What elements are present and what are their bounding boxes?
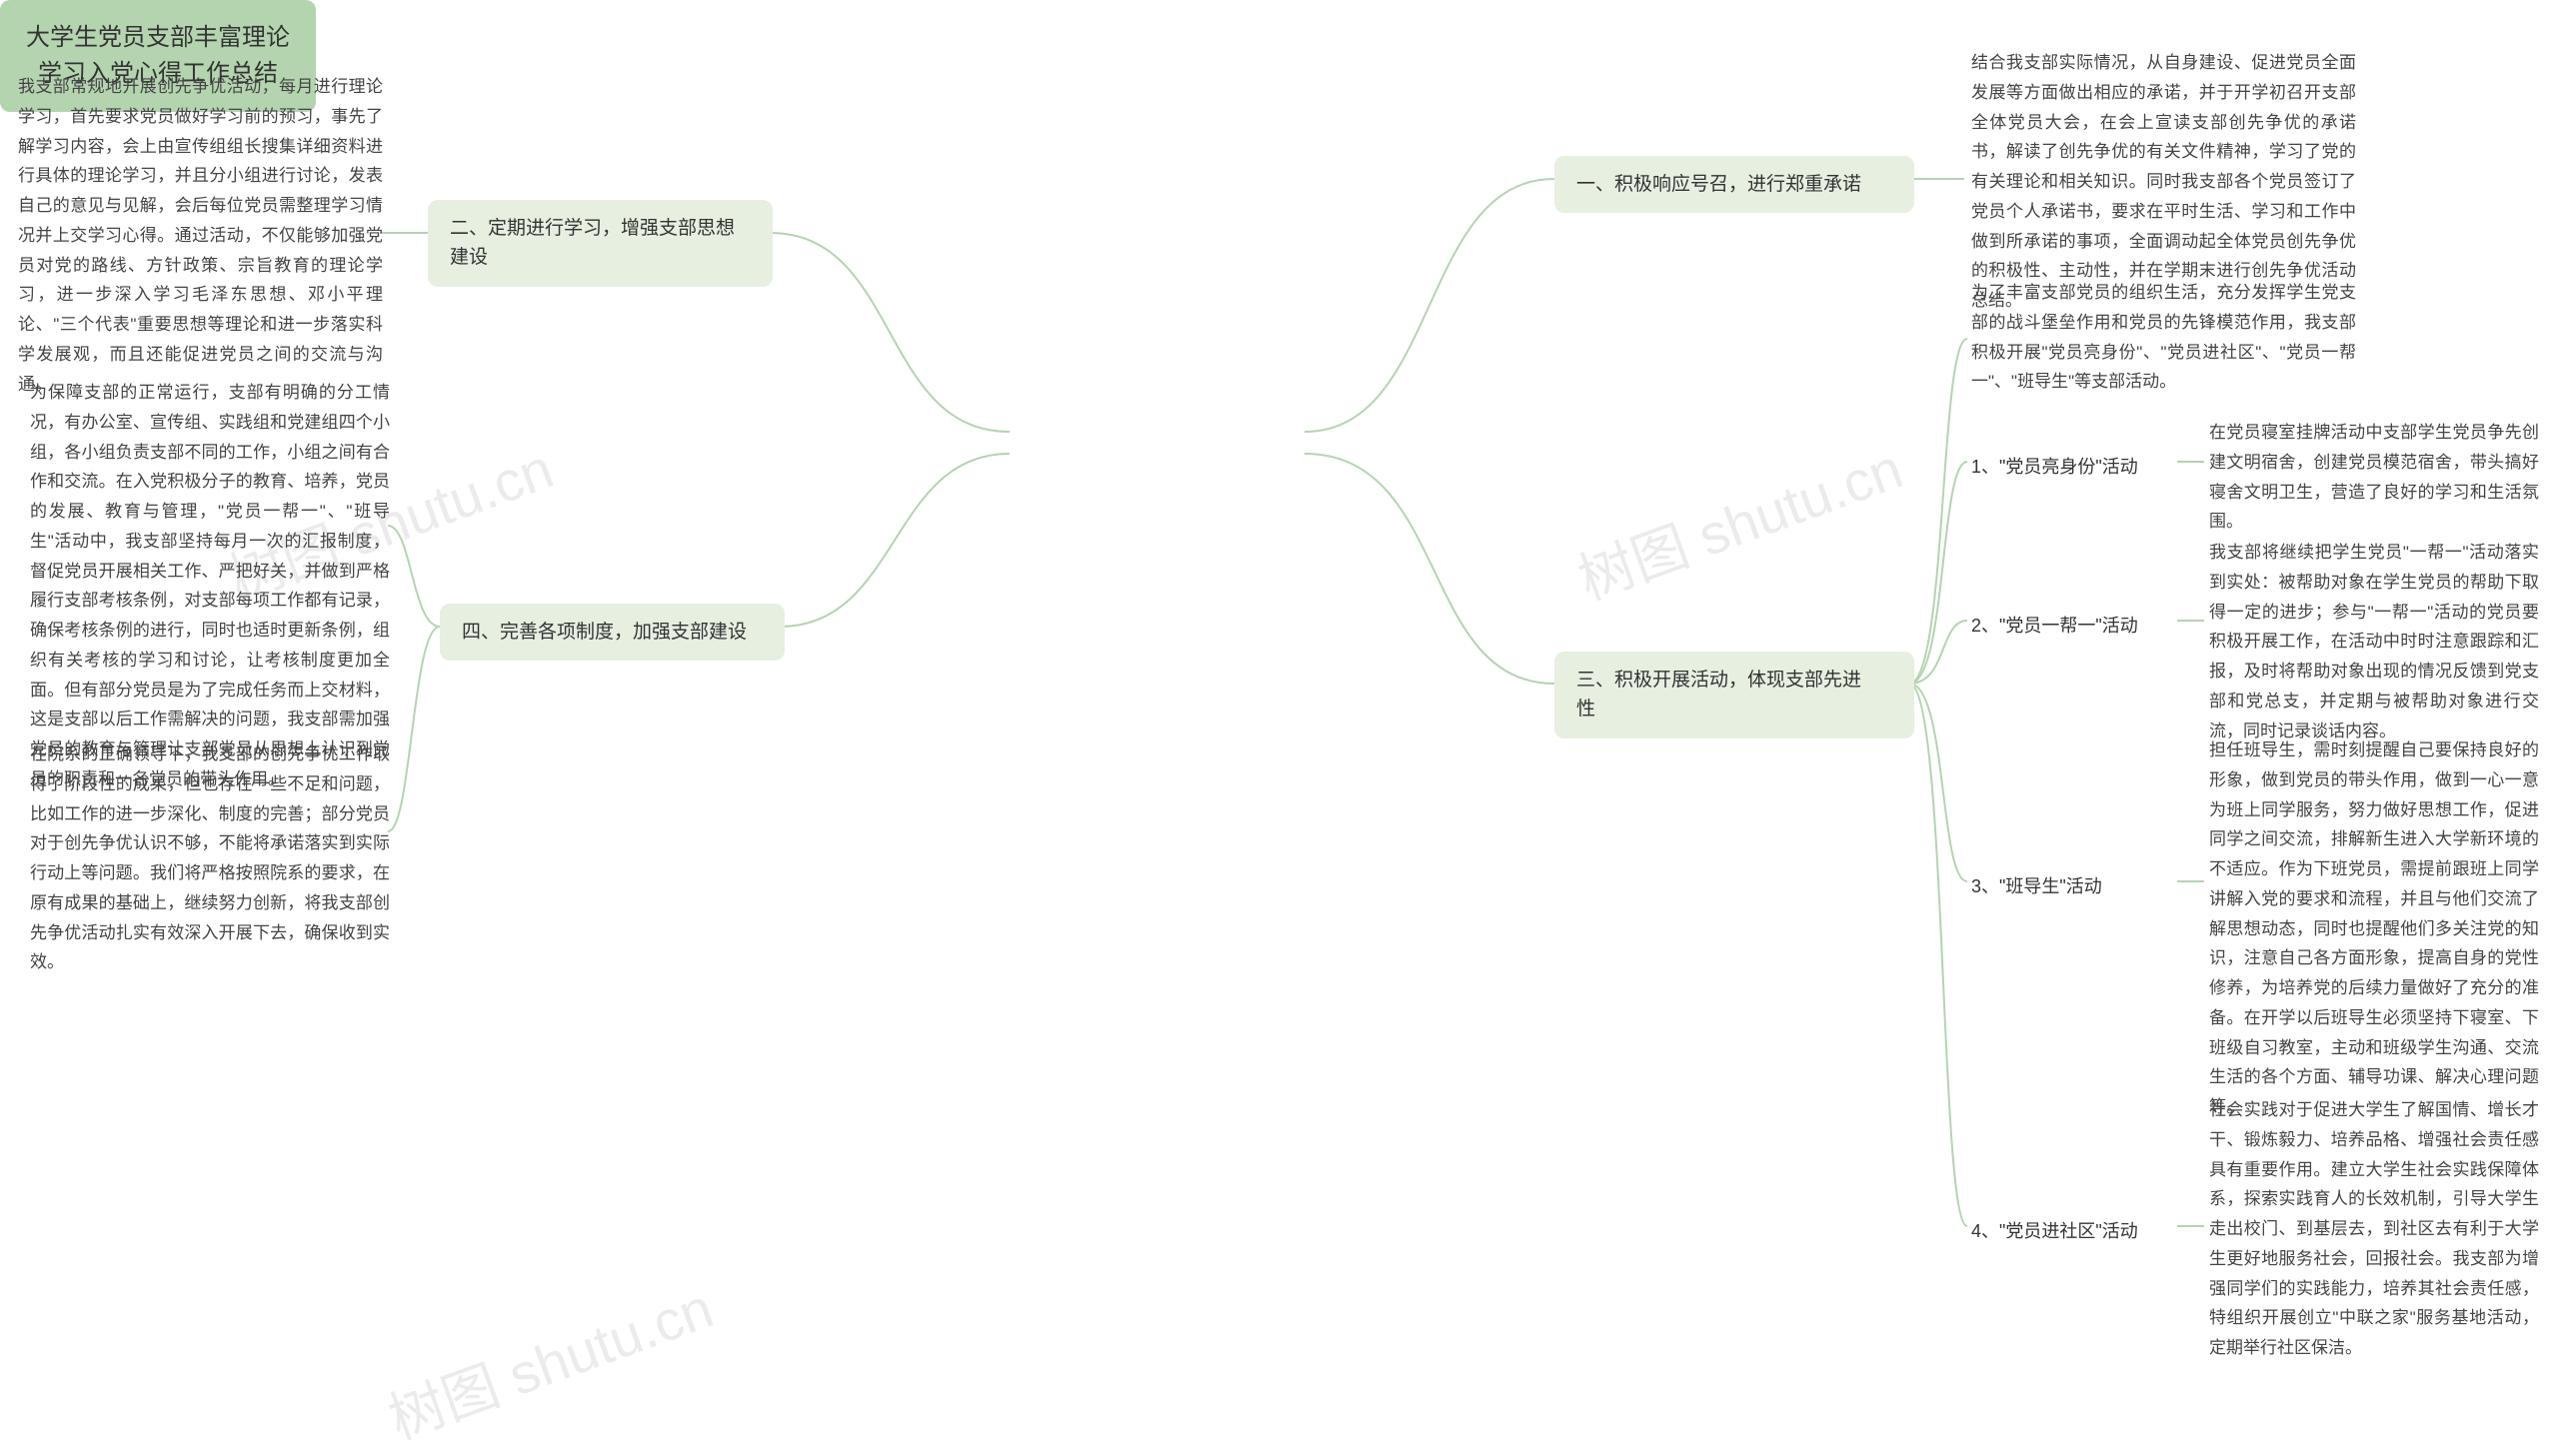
b2-desc: 我支部常规地开展创先争优活动，每月进行理论学习，首先要求党员做好学习前的预习，事… — [18, 72, 383, 399]
i2-label: 2、"党员一帮一"活动 — [1971, 612, 2138, 638]
b2-t2: 建设 — [450, 247, 488, 268]
b3-intro2: 为了丰富支部党员的组织生活，充分发挥学生党支部的战斗堡垒作用和党员的先锋模范作用… — [1971, 278, 2356, 397]
b4-desc1: 为保障支部的正常运行，支部有明确的分工情况，有办公室、宣传组、实践组和党建组四个… — [30, 378, 390, 794]
b2-t1: 二、定期进行学习，增强支部思想 — [450, 218, 735, 239]
b3: 三、积极开展活动，体现支部先进 性 — [1554, 652, 1914, 738]
i1-desc: 在党员寝室挂牌活动中支部学生党员争先创建文明宿舍，创建党员模范宿舍，带头搞好寝舍… — [2209, 418, 2539, 537]
central-l1: 大学生党员支部丰富理论 — [26, 24, 290, 51]
b2: 二、定期进行学习，增强支部思想 建设 — [428, 200, 773, 287]
b4-title: 四、完善各项制度，加强支部建设 — [462, 622, 747, 643]
i3-desc: 担任班导生，需时刻提醒自己要保持良好的形象，做到党员的带头作用，做到一心一意为班… — [2209, 735, 2539, 1122]
b1: 一、积极响应号召，进行郑重承诺 — [1554, 156, 1914, 213]
b4-desc2: 在院系的正确领导下，我支部的创先争优工作取得了阶段性的成果，但也存在一些不足和问… — [30, 739, 390, 977]
i1-label: 1、"党员亮身份"活动 — [1971, 453, 2138, 479]
i3-label: 3、"班导生"活动 — [1971, 872, 2102, 898]
b1-title: 一、积极响应号召，进行郑重承诺 — [1576, 174, 1861, 195]
b1-desc: 结合我支部实际情况，从自身建设、促进党员全面发展等方面做出相应的承诺，并于开学初… — [1971, 48, 2356, 316]
i2-desc: 我支部将继续把学生党员"一帮一"活动落实到实处：被帮助对象在学生党员的帮助下取得… — [2209, 538, 2539, 745]
mindmap-canvas: 大学生党员支部丰富理论 学习入党心得工作总结 一、积极响应号召，进行郑重承诺 结… — [0, 0, 2559, 1446]
b3-t2: 性 — [1576, 699, 1595, 720]
b3-t1: 三、积极开展活动，体现支部先进 — [1576, 670, 1861, 691]
i4-desc: 社会实践对于促进大学生了解国情、增长才干、锻炼毅力、培养品格、增强社会责任感具有… — [2209, 1095, 2539, 1363]
i4-label: 4、"党员进社区"活动 — [1971, 1217, 2138, 1243]
b4: 四、完善各项制度，加强支部建设 — [440, 604, 785, 661]
